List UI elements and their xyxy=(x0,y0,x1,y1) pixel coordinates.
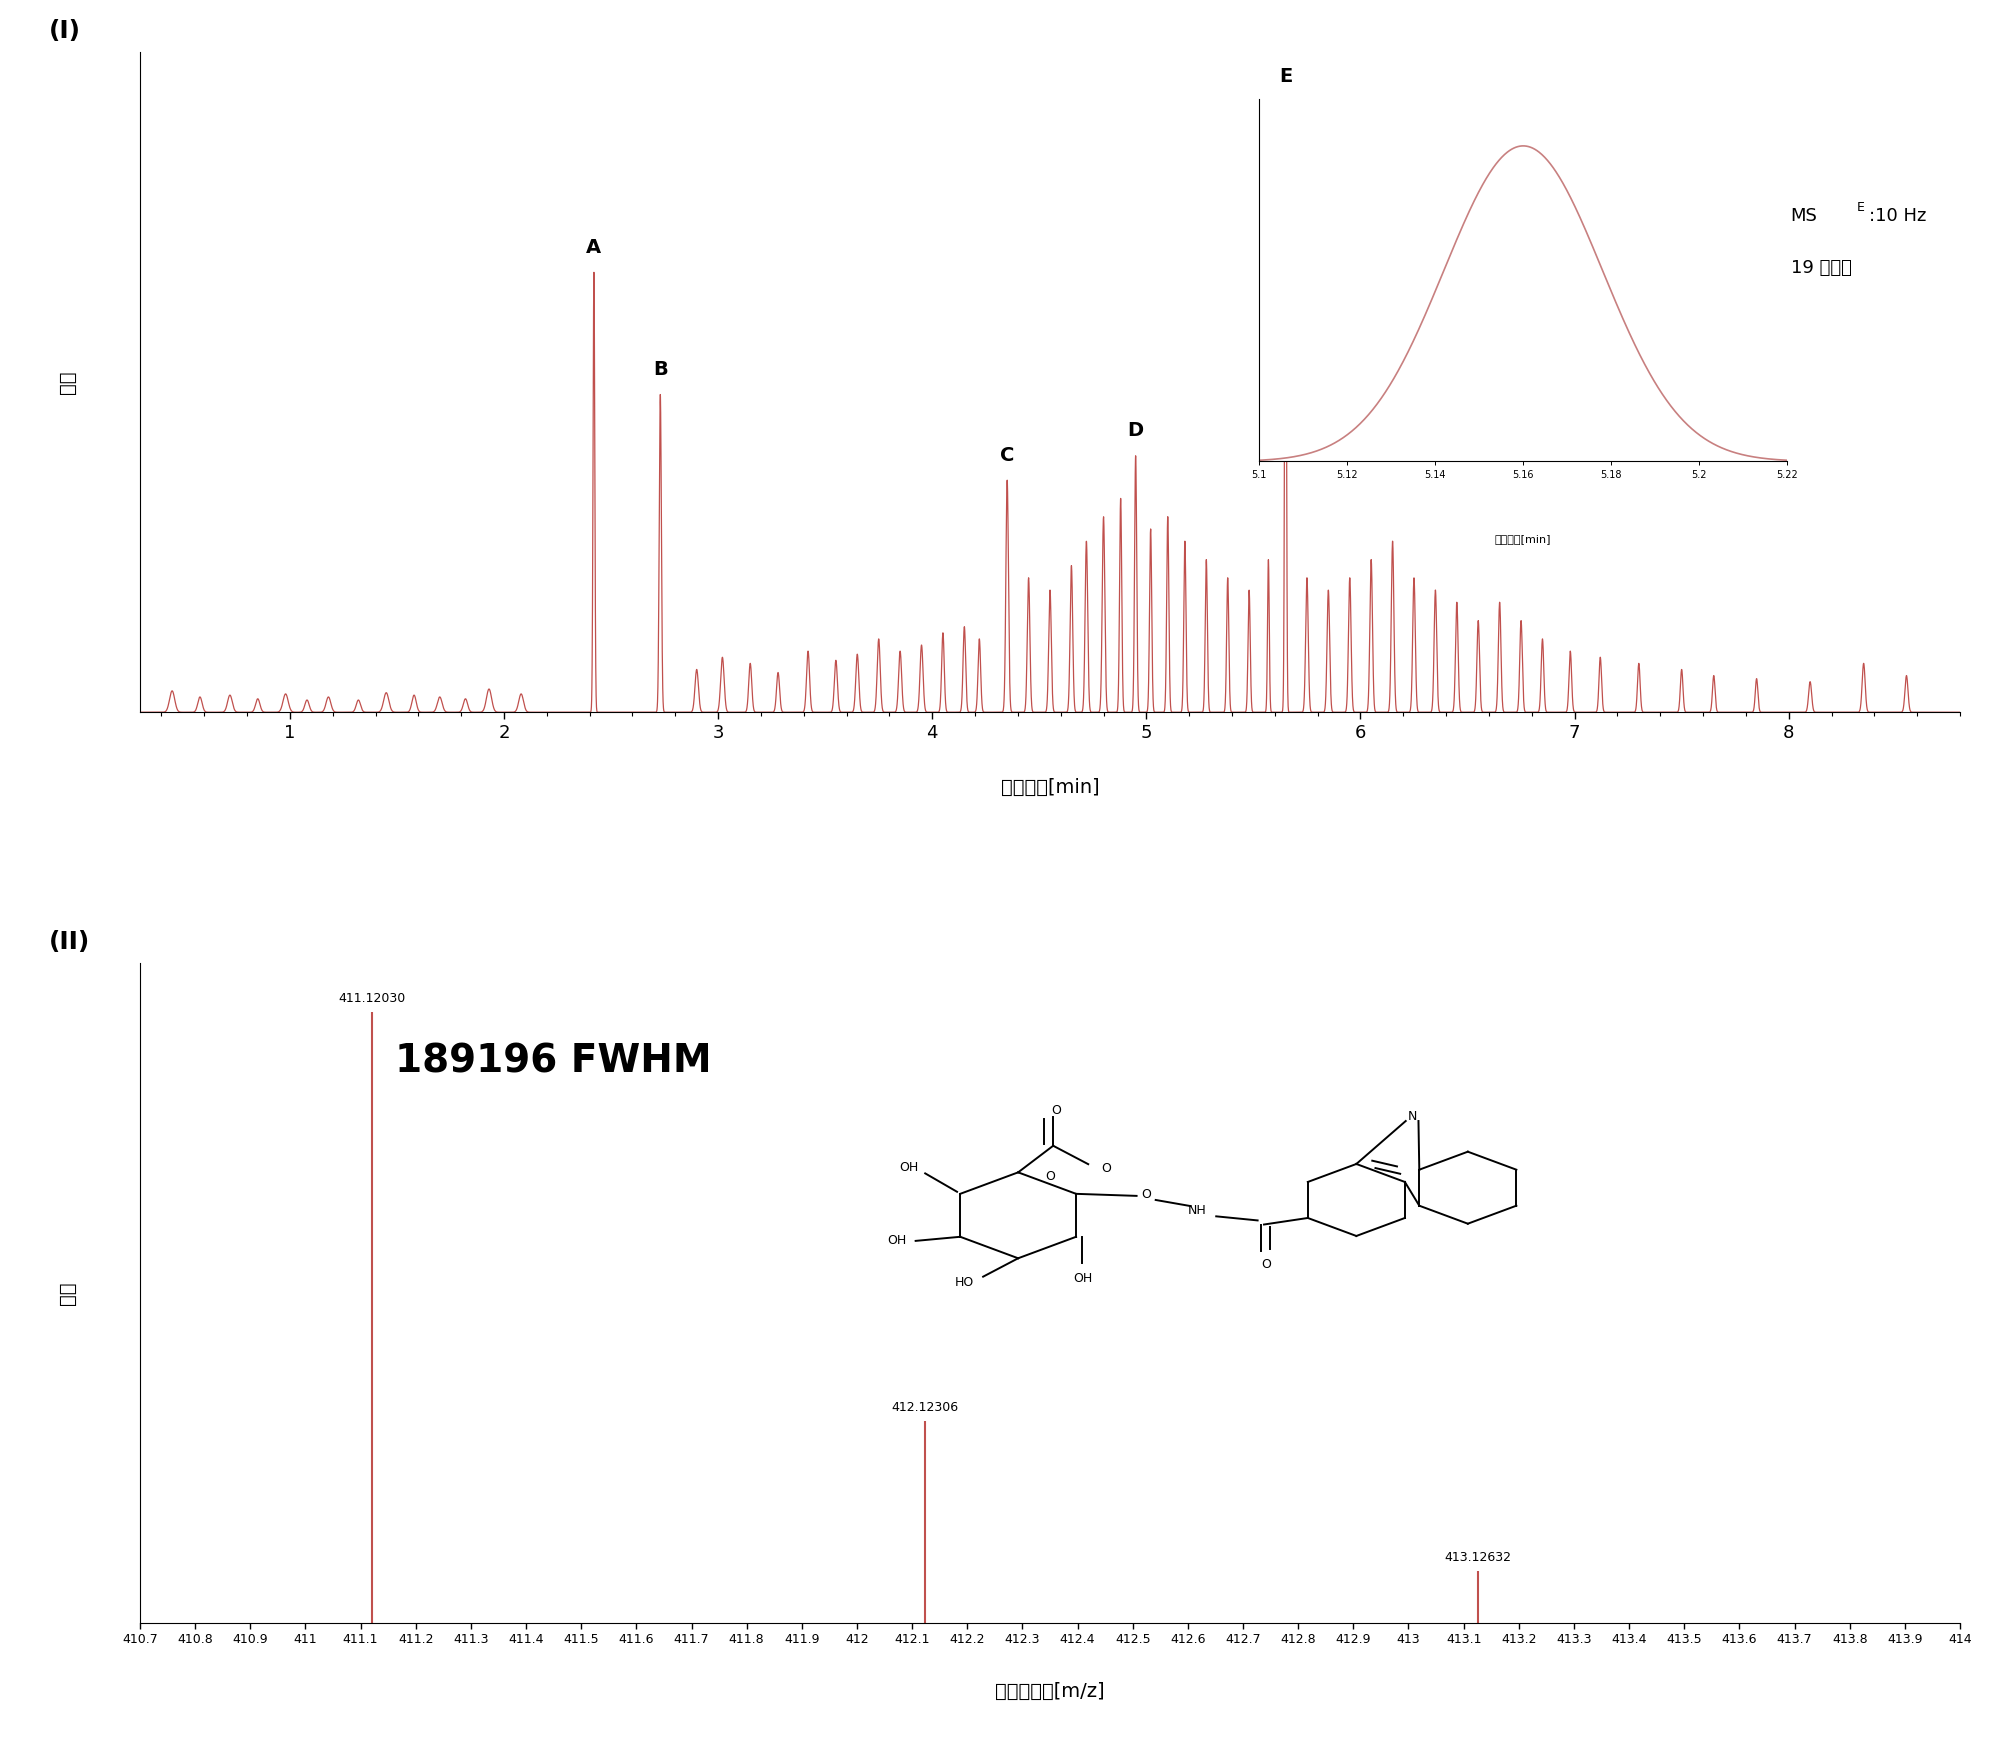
Text: :10 Hz: :10 Hz xyxy=(1868,206,1926,225)
Text: MS: MS xyxy=(1790,206,1818,225)
Text: 19 次扫描: 19 次扫描 xyxy=(1790,260,1852,277)
Text: E: E xyxy=(1856,201,1864,213)
Text: 实测质量数[m/z]: 实测质量数[m/z] xyxy=(996,1682,1104,1701)
Text: A: A xyxy=(586,237,602,257)
Text: 412.12306: 412.12306 xyxy=(892,1401,958,1413)
Text: 保留时间[min]: 保留时间[min] xyxy=(1000,778,1100,797)
Text: 413.12632: 413.12632 xyxy=(1444,1551,1512,1564)
Text: B: B xyxy=(652,359,668,379)
Text: 189196 FWHM: 189196 FWHM xyxy=(394,1042,712,1080)
Text: E: E xyxy=(1278,66,1292,86)
Text: 强度: 强度 xyxy=(58,370,76,394)
Text: D: D xyxy=(1128,421,1144,440)
Text: (II): (II) xyxy=(48,930,90,955)
Text: C: C xyxy=(1000,445,1014,464)
Text: 411.12030: 411.12030 xyxy=(338,991,406,1005)
Text: 强度: 强度 xyxy=(58,1281,76,1305)
Text: (I): (I) xyxy=(48,19,80,44)
